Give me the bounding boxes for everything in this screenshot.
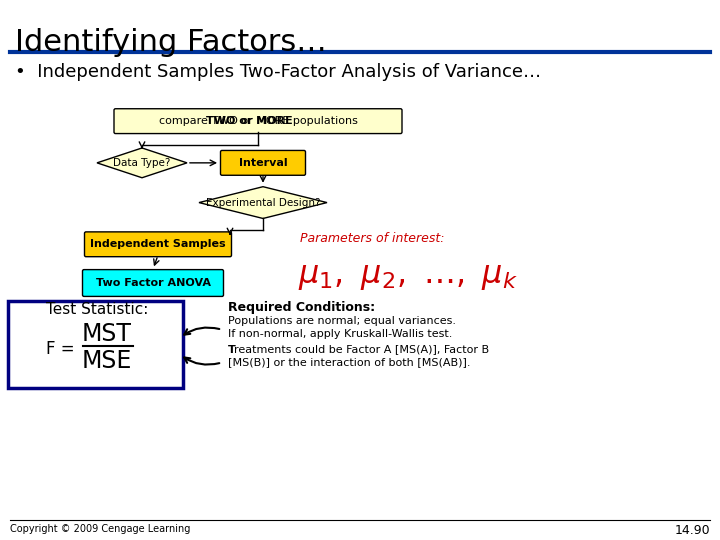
Text: Identifying Factors…: Identifying Factors…	[15, 28, 327, 57]
Text: F =: F =	[45, 340, 74, 357]
Text: Two Factor ANOVA: Two Factor ANOVA	[96, 278, 210, 288]
Text: Test Statistic:: Test Statistic:	[46, 302, 148, 318]
Text: If non-normal, apply Kruskall-Wallis test.: If non-normal, apply Kruskall-Wallis tes…	[228, 329, 452, 339]
Text: Copyright © 2009 Cengage Learning: Copyright © 2009 Cengage Learning	[10, 524, 190, 534]
Text: [MS(B)] or the interaction of both [MS(AB)].: [MS(B)] or the interaction of both [MS(A…	[228, 357, 470, 368]
FancyBboxPatch shape	[114, 109, 402, 133]
Text: Interval: Interval	[239, 158, 287, 168]
FancyBboxPatch shape	[84, 232, 232, 256]
Text: Experimental Design?: Experimental Design?	[206, 198, 320, 207]
Text: Independent Samples: Independent Samples	[90, 239, 226, 249]
Text: compare TWO or MORE populations: compare TWO or MORE populations	[158, 116, 357, 126]
Text: $\mu_1,\ \mu_2,\ \ldots,\ \mu_k$: $\mu_1,\ \mu_2,\ \ldots,\ \mu_k$	[298, 261, 518, 292]
FancyBboxPatch shape	[7, 301, 182, 388]
Polygon shape	[199, 187, 327, 219]
Text: 14.90: 14.90	[675, 524, 710, 537]
Text: Data Type?: Data Type?	[113, 158, 171, 168]
Text: Populations are normal; equal variances.: Populations are normal; equal variances.	[228, 316, 456, 326]
Text: Required Conditions:: Required Conditions:	[228, 301, 375, 314]
Polygon shape	[97, 148, 187, 178]
Text: reatments could be Factor A [MS(A)], Factor B: reatments could be Factor A [MS(A)], Fac…	[234, 345, 489, 355]
FancyBboxPatch shape	[220, 151, 305, 176]
Text: MSE: MSE	[82, 349, 132, 374]
Text: MST: MST	[82, 322, 132, 346]
Text: TWO or MORE: TWO or MORE	[206, 116, 292, 126]
FancyBboxPatch shape	[83, 269, 223, 296]
Text: Parameters of interest:: Parameters of interest:	[300, 232, 444, 245]
Text: •  Independent Samples Two-Factor Analysis of Variance…: • Independent Samples Two-Factor Analysi…	[15, 63, 541, 80]
Text: T: T	[228, 345, 235, 355]
